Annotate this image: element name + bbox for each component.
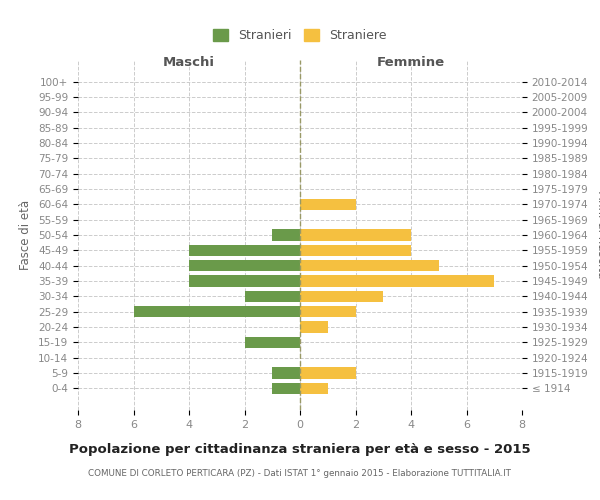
- Bar: [300, 368, 355, 379]
- Bar: [300, 290, 383, 302]
- Bar: [133, 306, 300, 318]
- Bar: [300, 322, 328, 333]
- Y-axis label: Anni di nascita: Anni di nascita: [595, 192, 600, 278]
- Bar: [300, 244, 411, 256]
- Bar: [300, 276, 494, 287]
- Text: COMUNE DI CORLETO PERTICARA (PZ) - Dati ISTAT 1° gennaio 2015 - Elaborazione TUT: COMUNE DI CORLETO PERTICARA (PZ) - Dati …: [89, 468, 511, 477]
- Bar: [300, 306, 355, 318]
- Bar: [300, 260, 439, 272]
- Bar: [300, 198, 355, 210]
- Bar: [272, 229, 300, 241]
- Bar: [300, 229, 411, 241]
- Bar: [245, 290, 300, 302]
- Bar: [189, 276, 300, 287]
- Bar: [300, 382, 328, 394]
- Bar: [272, 382, 300, 394]
- Text: Maschi: Maschi: [163, 56, 215, 70]
- Bar: [189, 244, 300, 256]
- Bar: [245, 336, 300, 348]
- Text: Femmine: Femmine: [377, 56, 445, 70]
- Y-axis label: Fasce di età: Fasce di età: [19, 200, 32, 270]
- Text: Popolazione per cittadinanza straniera per età e sesso - 2015: Popolazione per cittadinanza straniera p…: [69, 442, 531, 456]
- Bar: [189, 260, 300, 272]
- Bar: [272, 368, 300, 379]
- Legend: Stranieri, Straniere: Stranieri, Straniere: [208, 24, 392, 47]
